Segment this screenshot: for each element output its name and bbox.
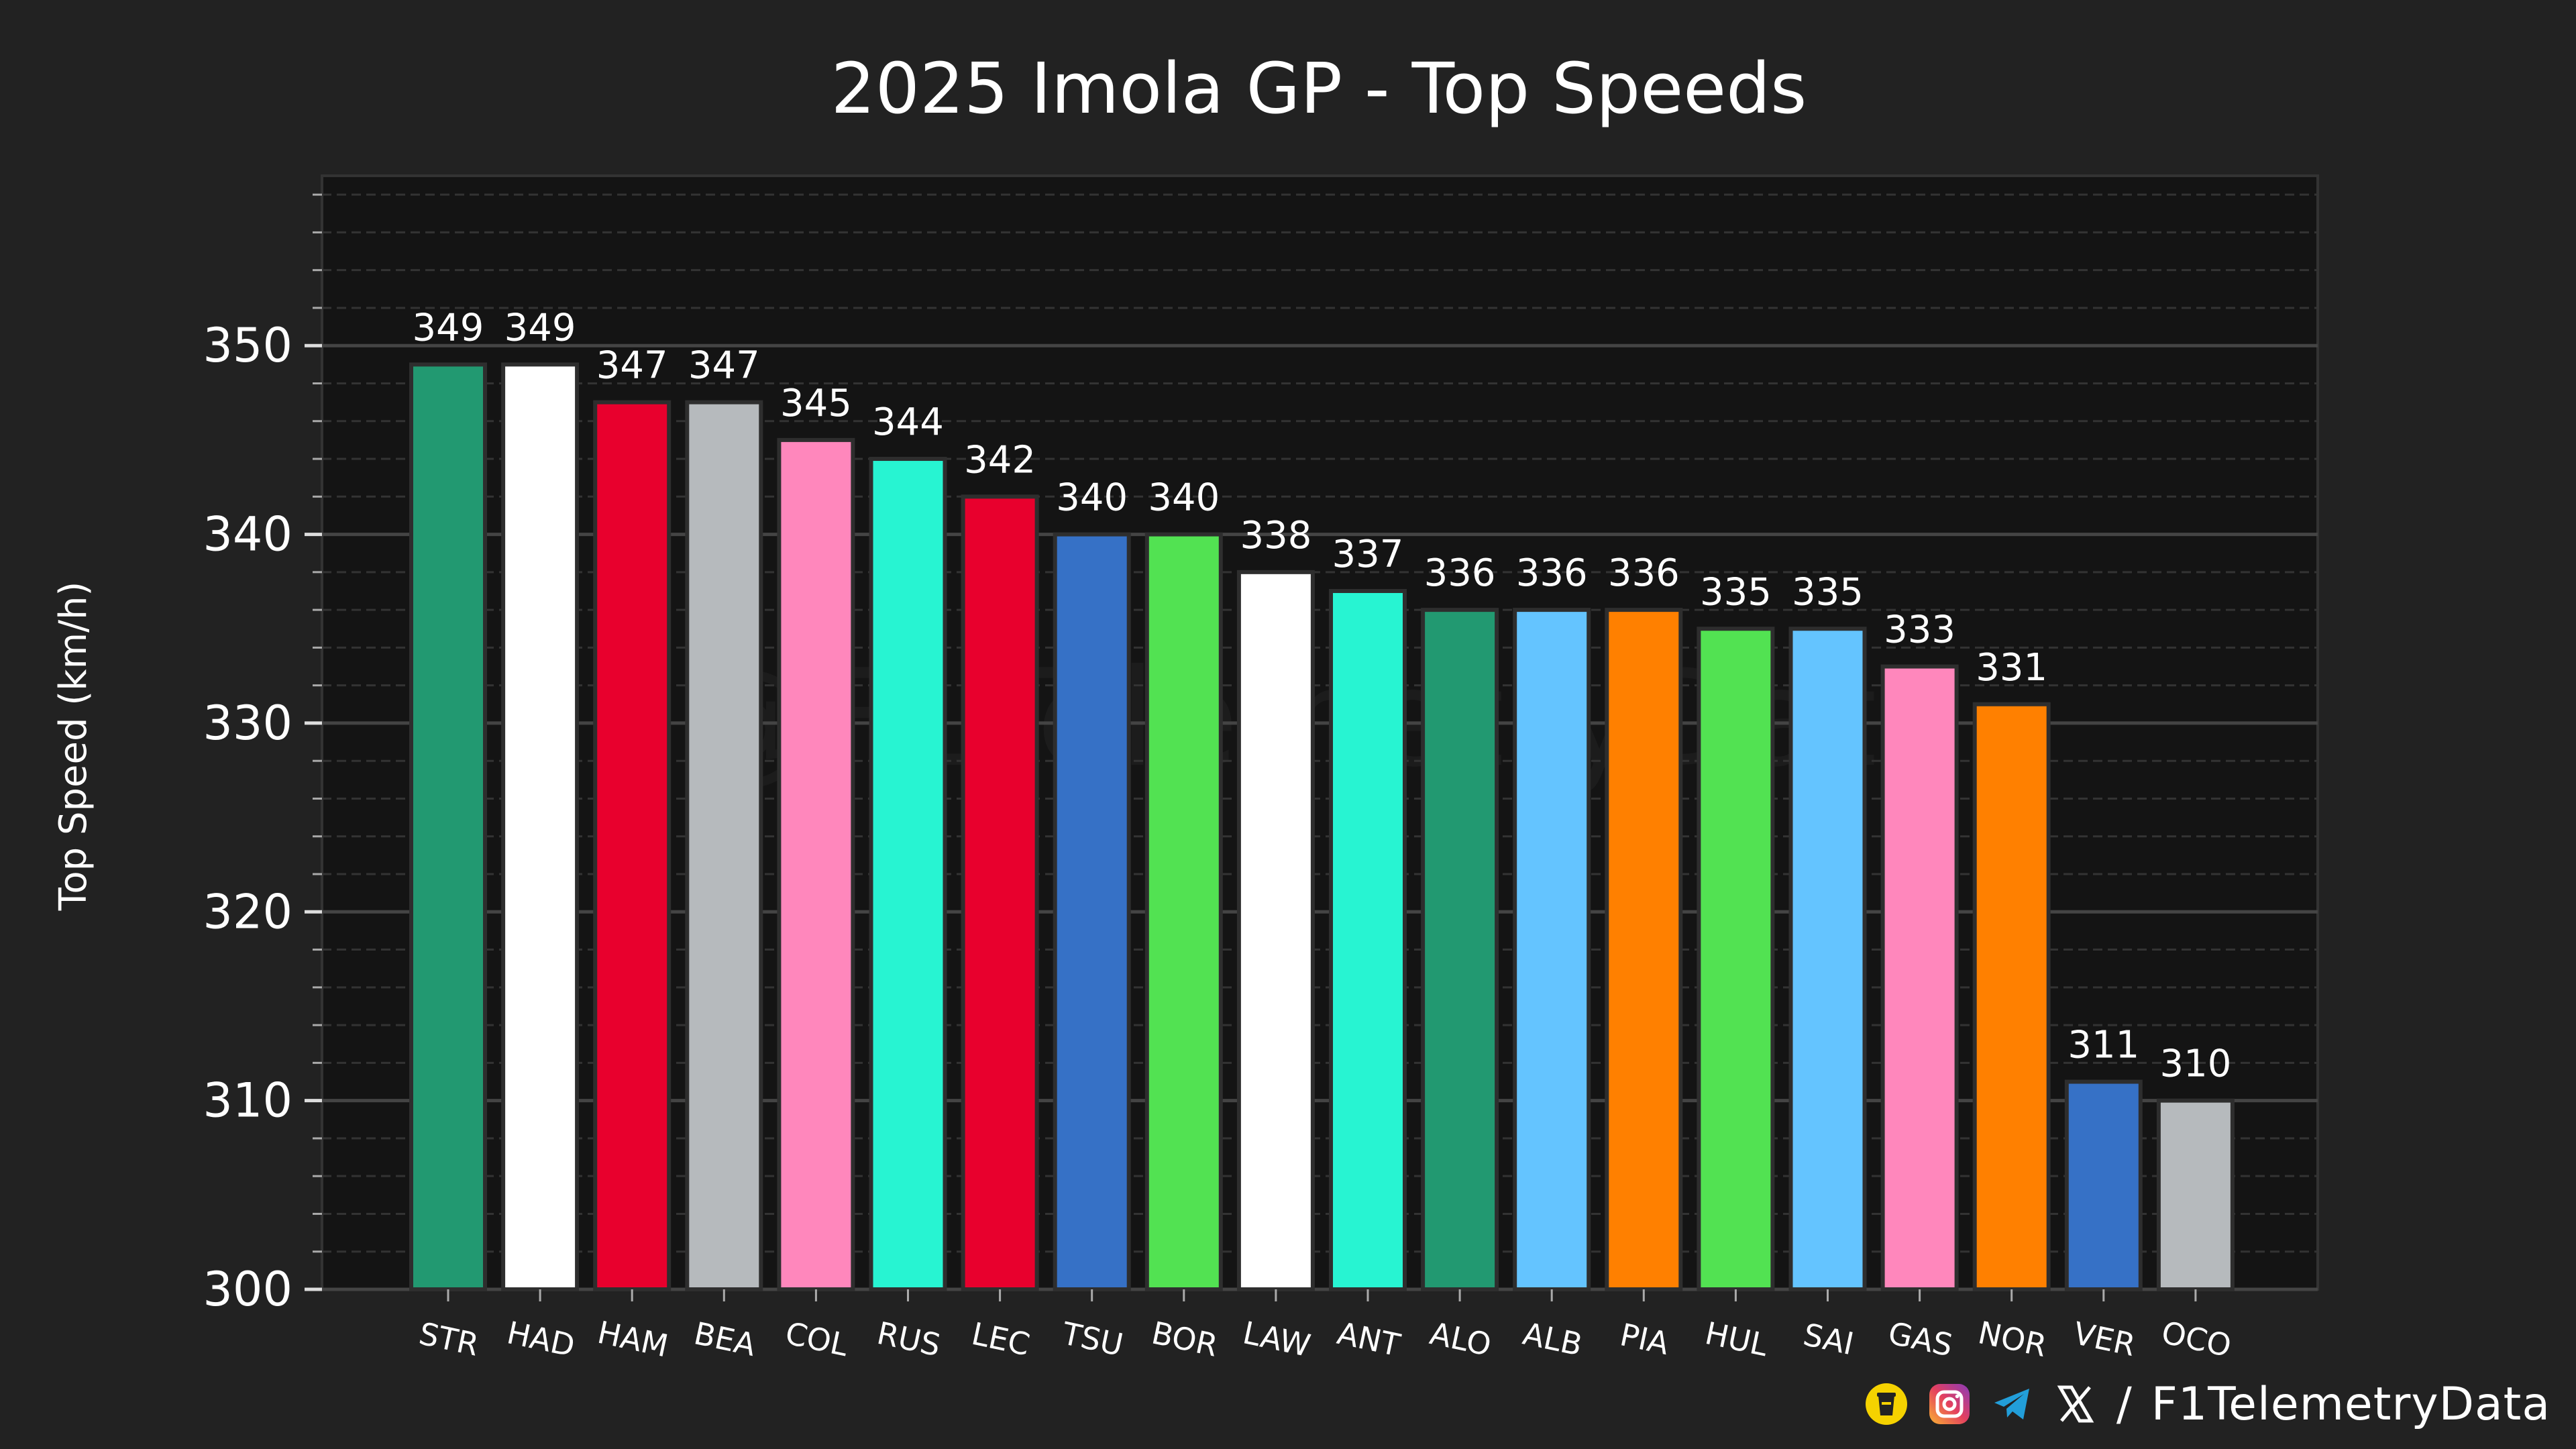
- bar-value-label: 310: [2159, 1042, 2231, 1086]
- bar-ant: [1329, 588, 1407, 1291]
- bar-value-label: 336: [1424, 551, 1496, 595]
- footer-separator: /: [2116, 1377, 2133, 1431]
- bar-value-label: 340: [1056, 476, 1128, 520]
- bar-oco: [2156, 1098, 2235, 1291]
- bar-sai: [1788, 627, 1867, 1291]
- bar-value-label: 333: [1884, 608, 1955, 652]
- bar-value-label: 347: [688, 344, 760, 388]
- telegram-icon[interactable]: [1990, 1382, 2035, 1426]
- y-tick-label: 340: [203, 507, 292, 562]
- bar-value-label: 340: [1148, 476, 1220, 520]
- bar-nor: [1972, 702, 2051, 1291]
- bar-value-label: 349: [413, 306, 484, 350]
- bar-rus: [869, 457, 947, 1291]
- footer-credits: / F1TelemetryData: [1864, 1367, 2551, 1441]
- y-tick-label: 320: [203, 884, 292, 939]
- bar-value-label: 344: [872, 400, 944, 444]
- bar-gas: [1880, 664, 1959, 1291]
- y-tick-label: 310: [203, 1073, 292, 1128]
- bar-value-label: 335: [1700, 570, 1772, 614]
- y-tick-label: 350: [203, 318, 292, 373]
- bar-value-label: 311: [2068, 1024, 2139, 1067]
- bar-value-label: 347: [596, 344, 668, 388]
- bar-value-label: 338: [1240, 514, 1311, 557]
- bar-tsu: [1053, 532, 1131, 1291]
- bar-bea: [685, 400, 763, 1292]
- y-tick-label: 330: [203, 696, 292, 751]
- bar-value-label: 337: [1332, 533, 1404, 576]
- bar-had: [501, 362, 580, 1291]
- bar-value-label: 345: [780, 382, 852, 425]
- y-tick-label: 300: [203, 1262, 292, 1317]
- x-icon[interactable]: [2053, 1382, 2098, 1426]
- bar-value-label: 349: [504, 306, 576, 350]
- y-axis: 300 310 320 330 340 350: [203, 193, 322, 1317]
- bar-value-label: 335: [1792, 570, 1864, 614]
- footer-handle[interactable]: F1TelemetryData: [2151, 1377, 2551, 1431]
- bar-value-labels: 349 349 347 347 345 344 342 340 340 338 337 336 336 3…: [413, 306, 2232, 1085]
- chart-title: 2025 Imola GP - Top Speeds: [831, 48, 1807, 129]
- bar-ver: [2064, 1079, 2143, 1291]
- y-axis-label: Top Speed (km/h): [52, 582, 95, 912]
- bars: [409, 362, 2235, 1292]
- bar-value-label: 336: [1608, 551, 1680, 595]
- bar-law: [1236, 570, 1315, 1292]
- tip-jar-icon[interactable]: [1864, 1382, 1909, 1426]
- bar-hul: [1697, 627, 1775, 1291]
- instagram-icon[interactable]: [1927, 1382, 1972, 1426]
- bar-lec: [961, 494, 1039, 1292]
- bar-alb: [1513, 608, 1591, 1291]
- bar-ham: [593, 400, 672, 1292]
- bar-bor: [1144, 532, 1223, 1291]
- bar-value-label: 336: [1516, 551, 1588, 595]
- bar-str: [409, 362, 487, 1291]
- bar-col: [777, 437, 855, 1291]
- bar-pia: [1605, 608, 1683, 1291]
- bar-value-label: 331: [1976, 646, 2047, 690]
- bar-alo: [1421, 608, 1499, 1291]
- bar-value-label: 342: [964, 438, 1036, 482]
